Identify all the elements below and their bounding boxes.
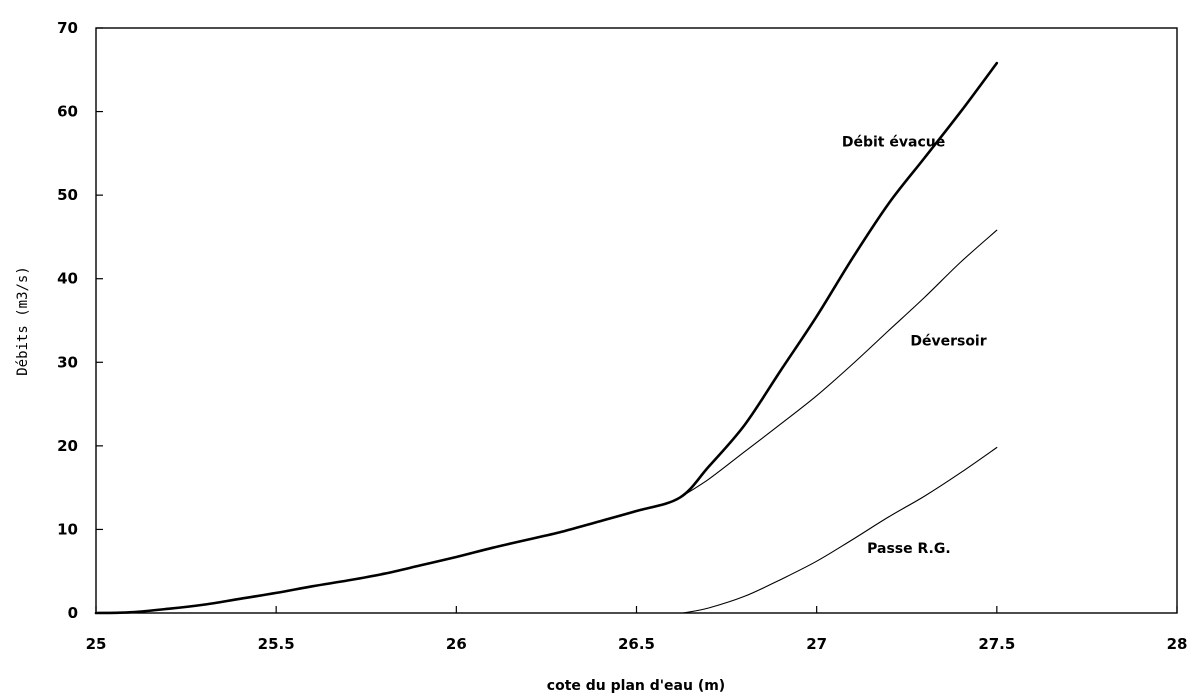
x-tick-label: 27.5 [978,635,1015,653]
y-tick-label: 30 [57,353,78,371]
series-labels: Débit évacué Déversoir Passe R.G. [842,135,987,557]
series-group [94,61,999,615]
series-line-debit-evacue [94,61,999,615]
series-label-debit-evacue: Débit évacué [842,135,945,151]
series-line-passe-r-g [682,446,998,614]
x-tick-label: 25.5 [258,635,295,653]
series-label-passe-r-g: Passe R.G. [867,541,951,557]
y-tick-label: 50 [57,186,78,204]
series-line-deversoir [679,229,998,499]
series-label-deversoir: Déversoir [910,334,986,350]
y-tick-label: 0 [68,604,78,622]
x-tick-label: 28 [1167,635,1188,653]
y-axis-title: Débits (m3/s) [15,266,31,376]
x-tick-label: 26.5 [618,635,655,653]
plot-area-border [95,27,1178,614]
y-tick-label: 70 [57,19,78,37]
x-tick-label: 27 [806,635,827,653]
x-tick-label: 25 [86,635,107,653]
x-tick-label: 26 [446,635,467,653]
x-axis-title: cote du plan d'eau (m) [547,678,725,694]
axis-ticks: 25 25.5 26 26.5 27 27.5 28 0 10 20 30 40 50 60 70 [57,19,1187,653]
y-tick-label: 20 [57,437,78,455]
y-tick-label: 40 [57,270,78,288]
y-tick-label: 60 [57,103,78,121]
y-tick-label: 10 [57,520,78,538]
